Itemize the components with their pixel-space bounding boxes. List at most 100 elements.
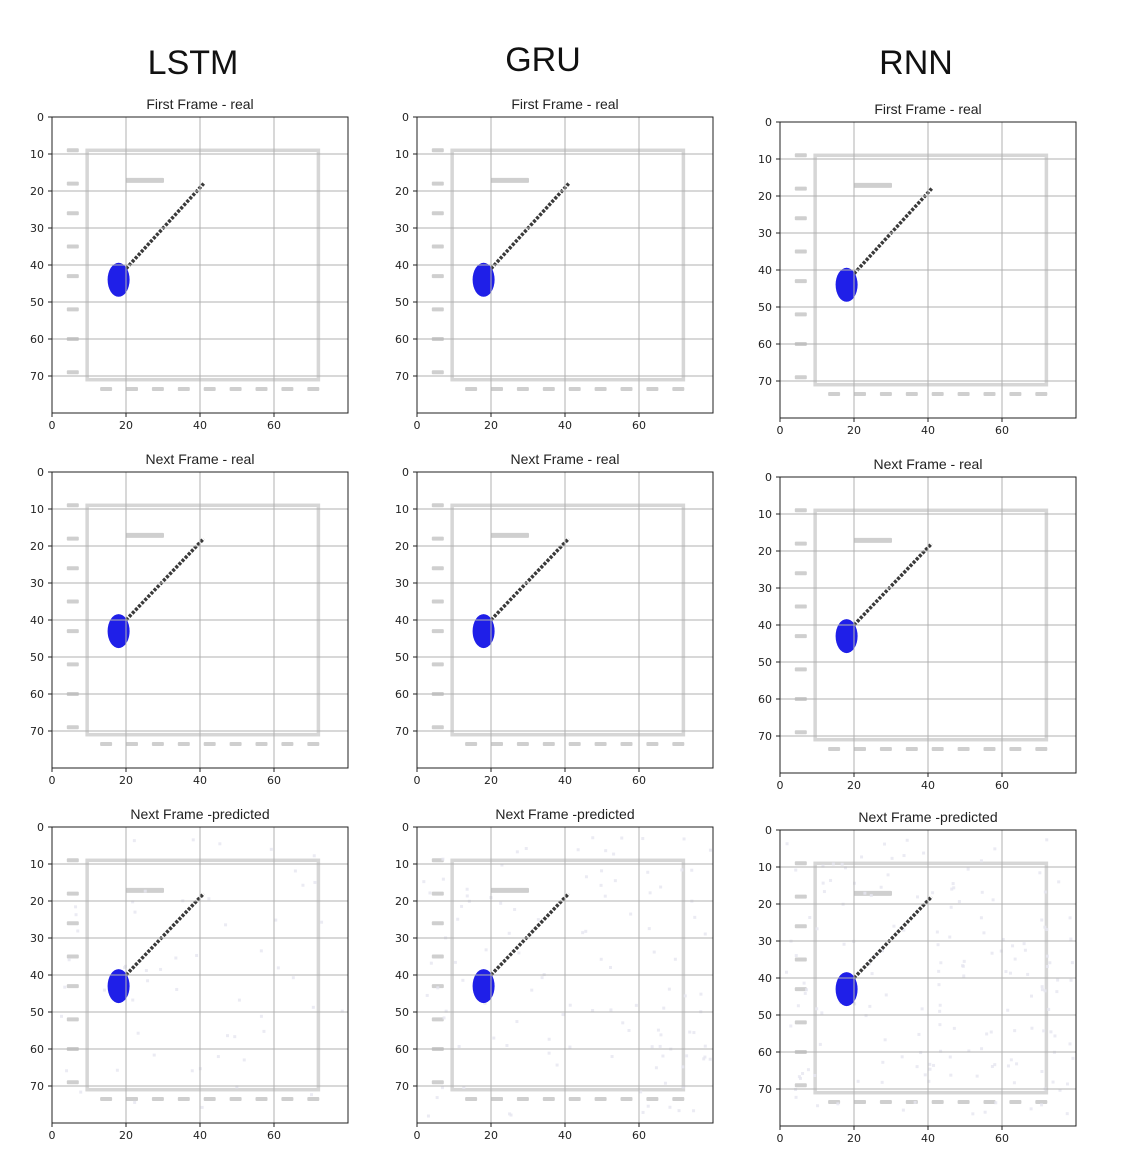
x-tick-label: 20 [119, 774, 133, 787]
noise-speck [136, 1031, 140, 1035]
embedded-xtick [905, 391, 918, 396]
noise-speck [982, 931, 986, 935]
noise-speck [568, 1045, 572, 1049]
embedded-xtick [1009, 391, 1022, 396]
noise-speck [195, 953, 199, 957]
noise-speck [612, 852, 616, 856]
noise-speck [939, 1049, 943, 1053]
noise-speck [483, 1001, 487, 1005]
frame-image [785, 838, 1075, 1116]
y-tick-label: 30 [395, 577, 409, 590]
embedded-xtick [203, 1096, 216, 1101]
embedded-xtick [905, 746, 918, 751]
noise-speck [1006, 1008, 1010, 1012]
noise-speck [515, 1020, 519, 1024]
panel-gru-2: Next Frame - real 0 20 40 60 0 10 20 30 40 50 60 70 [395, 451, 714, 787]
noise-speck [115, 1068, 119, 1072]
embedded-ytick [431, 921, 444, 926]
embedded-xtick [828, 391, 841, 396]
noise-speck [922, 851, 926, 855]
noise-speck [435, 1096, 439, 1100]
noise-speck [301, 883, 305, 887]
noise-speck [902, 928, 906, 932]
noise-speck [1056, 978, 1060, 982]
y-tick-label: 0 [765, 824, 772, 837]
panel-grid: First Frame - real 0 20 40 60 0 10 20 30 40 50 60 70… [30, 96, 1077, 1145]
pendulum-rod [489, 537, 570, 622]
noise-speck [938, 1023, 942, 1027]
noise-speck [948, 935, 952, 939]
noise-speck [820, 1011, 824, 1015]
noise-speck [190, 1069, 194, 1073]
embedded-ytick [794, 186, 807, 191]
noise-speck [200, 1105, 204, 1109]
y-tick-label: 30 [395, 932, 409, 945]
embedded-xtick [516, 741, 529, 746]
pendulum-ball [107, 969, 130, 1004]
noise-speck [853, 1002, 857, 1006]
noise-speck [919, 1051, 923, 1055]
y-tick-label: 50 [758, 656, 772, 669]
noise-speck [436, 986, 440, 990]
embedded-ytick [66, 148, 79, 153]
noise-speck [902, 854, 906, 858]
noise-speck [949, 1073, 953, 1077]
noise-speck [962, 974, 966, 978]
y-tick-label: 10 [395, 503, 409, 516]
embedded-ytick [794, 604, 807, 609]
y-tick-label: 10 [395, 858, 409, 871]
pendulum-ball [472, 969, 495, 1004]
embedded-xtick [542, 1096, 555, 1101]
panel-lstm-3: Next Frame -predicted 0 20 40 60 0 10 20 30 40 50 6… [30, 806, 349, 1142]
noise-speck [608, 965, 612, 969]
noise-speck [673, 957, 677, 961]
noise-speck [868, 1004, 872, 1008]
embedded-label [126, 532, 164, 538]
y-tick-label: 50 [395, 296, 409, 309]
x-tick-label: 60 [632, 419, 646, 432]
frame-image [431, 503, 686, 746]
y-tick-label: 0 [37, 821, 44, 834]
noise-speck [1055, 990, 1059, 994]
noise-speck [600, 869, 604, 873]
noise-speck [226, 1034, 230, 1038]
embedded-label [854, 890, 892, 896]
noise-speck [1043, 890, 1047, 894]
embedded-xtick [229, 741, 242, 746]
embedded-xtick [542, 741, 555, 746]
noise-speck [975, 1074, 979, 1078]
noise-speck [457, 1045, 461, 1049]
noise-speck [442, 1016, 446, 1020]
embedded-xtick [620, 741, 633, 746]
embedded-xtick [465, 741, 478, 746]
y-tick-label: 40 [395, 969, 409, 982]
embedded-xtick [854, 391, 866, 396]
noise-speck [65, 1069, 69, 1073]
embedded-ytick [66, 1017, 79, 1022]
noise-speck [646, 870, 650, 874]
embedded-ytick [794, 508, 807, 513]
noise-speck [794, 954, 798, 958]
embedded-xtick [203, 741, 216, 746]
embedded-xtick [646, 741, 659, 746]
noise-speck [829, 878, 833, 882]
embedded-xtick [931, 1099, 944, 1104]
noise-speck [1057, 880, 1061, 884]
y-tick-label: 20 [30, 185, 44, 198]
x-tick-label: 20 [847, 779, 861, 792]
noise-speck [462, 1086, 466, 1090]
embedded-ytick [431, 1080, 444, 1085]
pendulum-ball [107, 614, 130, 649]
embedded-ytick [66, 662, 79, 667]
noise-speck [639, 1090, 643, 1094]
y-tick-label: 70 [395, 370, 409, 383]
embedded-ytick [794, 375, 807, 380]
noise-speck [883, 842, 887, 846]
noise-speck [938, 1009, 942, 1013]
noise-speck [146, 979, 150, 983]
noise-speck [703, 1044, 707, 1048]
noise-speck [74, 913, 78, 917]
noise-speck [131, 900, 135, 904]
noise-speck [293, 869, 297, 873]
noise-speck [1029, 1107, 1033, 1111]
